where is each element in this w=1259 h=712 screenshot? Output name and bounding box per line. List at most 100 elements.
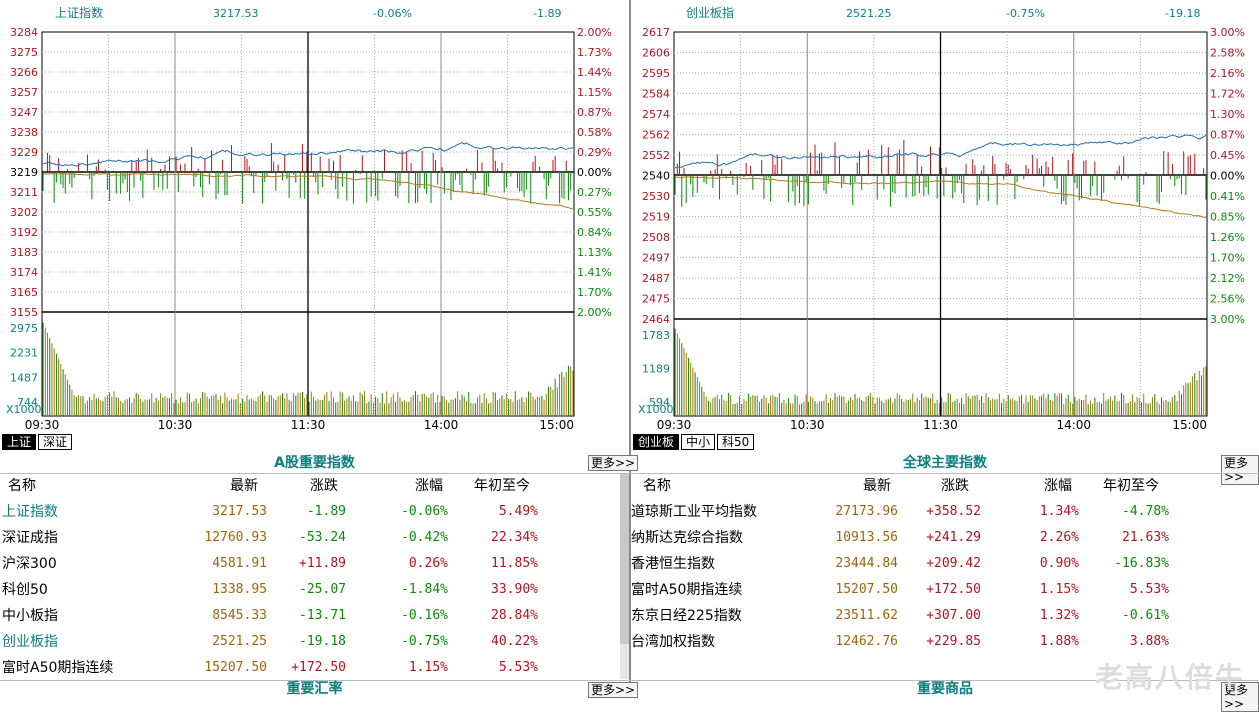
a-share-scroll-thumb[interactable] xyxy=(620,474,629,644)
row-ytd: 3.88% xyxy=(1129,634,1169,649)
table-row[interactable]: 东京日经225指数 23511.62 +307.00 1.32% -0.61% xyxy=(631,603,1259,629)
row-name: 纳斯达克综合指数 xyxy=(631,530,743,546)
watermark: 老高八倍牛 xyxy=(1094,661,1245,694)
time-tick-label: 14:00 xyxy=(1056,418,1091,432)
row-change: -13.71 xyxy=(299,608,346,623)
time-tick-label: 09:30 xyxy=(25,418,60,432)
row-ytd: -4.78% xyxy=(1122,504,1169,519)
col-pct: 涨幅 xyxy=(1044,478,1072,494)
y-tick-label: 2552 xyxy=(642,149,670,162)
table-row[interactable]: 道琼斯工业平均指数 27173.96 +358.52 1.34% -4.78% xyxy=(631,499,1259,525)
bottom-rule xyxy=(0,680,1259,681)
row-name: 东京日经225指数 xyxy=(631,608,742,624)
table-row[interactable]: 富时A50期指连续 15207.50 +172.50 1.15% 5.53% xyxy=(631,577,1259,603)
pct-tick-label: 0.58% xyxy=(577,126,612,139)
pct-tick-label: 2.00% xyxy=(577,26,612,39)
global-table: 名称 最新 涨跌 涨幅 年初至今 道琼斯工业平均指数 27173.96 +358.5… xyxy=(631,473,1259,679)
table-row[interactable]: 香港恒生指数 23444.84 +209.42 0.90% -16.83% xyxy=(631,551,1259,577)
pct-tick-label: 1.30% xyxy=(1210,108,1245,121)
y-tick-label: 2584 xyxy=(642,88,670,101)
row-pct: 1.32% xyxy=(1039,608,1079,623)
tab-shanghai[interactable]: 上证 xyxy=(2,434,37,450)
table-top-rule xyxy=(0,473,1259,474)
row-ytd: 28.84% xyxy=(491,608,538,623)
row-ytd: -0.61% xyxy=(1122,608,1169,623)
row-name: 道琼斯工业平均指数 xyxy=(631,504,757,520)
row-name: 中小板指 xyxy=(2,608,58,624)
tab-sme[interactable]: 中小 xyxy=(681,434,716,450)
row-name: 富时A50期指连续 xyxy=(631,582,743,598)
row-pct: 1.88% xyxy=(1039,634,1079,649)
pct-tick-label: 1.15% xyxy=(577,86,612,99)
a-share-more-button[interactable]: 更多>> xyxy=(588,455,639,471)
col-last: 最新 xyxy=(230,478,258,494)
table-row[interactable]: 科创50 1338.95 -25.07 -1.84% 33.90% xyxy=(0,577,620,603)
tab-star50[interactable]: 科50 xyxy=(717,434,755,450)
row-name: 深证成指 xyxy=(2,530,58,546)
table-row[interactable]: 台湾加权指数 12462.76 +229.85 1.88% 3.88% xyxy=(631,629,1259,655)
y-tick-label: 2464 xyxy=(642,313,670,326)
table-row[interactable]: 纳斯达克综合指数 10913.56 +241.29 2.26% 21.63% xyxy=(631,525,1259,551)
average-line xyxy=(43,172,573,210)
pct-tick-label: 3.00% xyxy=(1210,26,1245,39)
row-name: 沪深300 xyxy=(2,556,57,572)
col-change: 涨跌 xyxy=(941,478,969,494)
chart-index-change: -19.18 xyxy=(1165,7,1200,20)
row-pct: -0.06% xyxy=(401,504,448,519)
row-pct: 2.26% xyxy=(1039,530,1079,545)
table-row[interactable]: 中小板指 8545.33 -13.71 -0.16% 28.84% xyxy=(0,603,620,629)
y-tick-label: 2519 xyxy=(642,211,670,224)
col-ytd: 年初至今 xyxy=(474,478,530,494)
table-row[interactable]: 深证成指 12760.93 -53.24 -0.42% 22.34% xyxy=(0,525,620,551)
volume-tick-label: 2975 xyxy=(10,322,38,335)
table-row[interactable]: 沪深300 4581.91 +11.89 0.26% 11.85% xyxy=(0,551,620,577)
time-tick-label: 14:00 xyxy=(424,418,459,432)
row-last: 2521.25 xyxy=(212,634,267,649)
row-pct: 0.90% xyxy=(1039,556,1079,571)
y-tick-label: 3284 xyxy=(10,26,38,39)
row-ytd: -16.83% xyxy=(1114,556,1169,571)
tab-chinext[interactable]: 创业板 xyxy=(633,434,680,450)
row-ytd: 5.53% xyxy=(1129,582,1169,597)
average-line xyxy=(675,176,1207,219)
time-tick-label: 15:00 xyxy=(1172,418,1207,432)
row-last: 23511.62 xyxy=(835,608,898,623)
row-change: +209.42 xyxy=(926,556,981,571)
pct-tick-label: 1.41% xyxy=(577,266,612,279)
y-tick-label: 2487 xyxy=(642,272,670,285)
tab-shenzhen[interactable]: 深证 xyxy=(38,434,73,450)
col-change: 涨跌 xyxy=(310,478,338,494)
volume-tick-label: 594 xyxy=(649,396,670,409)
row-change: +172.50 xyxy=(291,660,346,675)
volume-tick-label: 1189 xyxy=(642,363,670,376)
y-tick-label: 3219 xyxy=(10,166,38,179)
table-row[interactable]: 富时A50期指连续 15207.50 +172.50 1.15% 5.53% xyxy=(0,655,620,681)
table-header: 名称 最新 涨跌 涨幅 年初至今 xyxy=(0,473,620,499)
row-name: 创业板指 xyxy=(2,634,58,650)
volume-tick-label: 744 xyxy=(17,396,38,409)
row-last: 3217.53 xyxy=(212,504,267,519)
y-tick-label: 2508 xyxy=(642,231,670,244)
shanghai-intraday-chart[interactable]: 上证指数 3217.53 -0.06% -1.89 3284 2.00% 3275 1… xyxy=(0,0,629,434)
table-row[interactable]: 创业板指 2521.25 -19.18 -0.75% 40.22% xyxy=(0,629,620,655)
row-ytd: 40.22% xyxy=(491,634,538,649)
row-last: 23444.84 xyxy=(835,556,898,571)
volume-tick-label: 2231 xyxy=(10,347,38,360)
row-change: +307.00 xyxy=(926,608,981,623)
index-line xyxy=(43,142,574,167)
y-tick-label: 2540 xyxy=(642,170,670,183)
y-tick-label: 3174 xyxy=(10,266,38,279)
pct-tick-label: 1.44% xyxy=(577,66,612,79)
time-tick-label: 11:30 xyxy=(923,418,958,432)
table-row[interactable]: 上证指数 3217.53 -1.89 -0.06% 5.49% xyxy=(0,499,620,525)
pct-tick-label: 1.26% xyxy=(1210,231,1245,244)
pct-tick-label: 2.56% xyxy=(1210,293,1245,306)
y-tick-label: 2530 xyxy=(642,190,670,203)
row-pct: 1.15% xyxy=(1039,582,1079,597)
time-tick-label: 10:30 xyxy=(790,418,825,432)
row-pct: 1.15% xyxy=(408,660,448,675)
row-name: 台湾加权指数 xyxy=(631,634,715,650)
y-tick-label: 3165 xyxy=(10,286,38,299)
row-pct: -1.84% xyxy=(401,582,448,597)
chinext-intraday-chart[interactable]: 创业板指 2521.25 -0.75% -19.18 2617 3.00% 2606… xyxy=(631,0,1259,434)
